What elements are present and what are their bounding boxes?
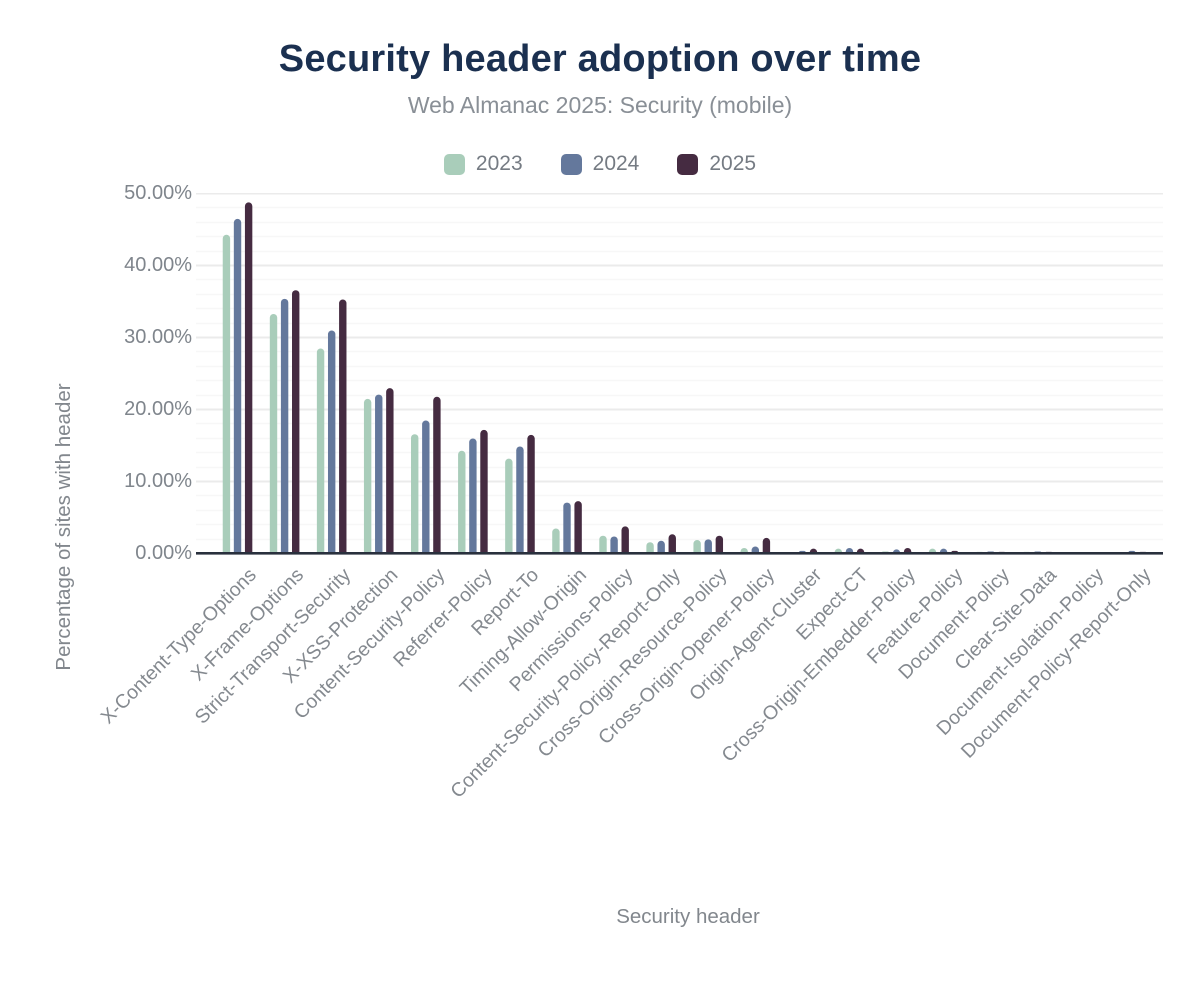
legend-label: 2025 bbox=[709, 152, 757, 175]
bar[interactable] bbox=[657, 540, 665, 561]
legend-swatch bbox=[443, 153, 465, 175]
bar[interactable] bbox=[233, 218, 242, 561]
bar[interactable] bbox=[422, 420, 430, 561]
legend-swatch bbox=[560, 153, 582, 175]
bar[interactable] bbox=[563, 502, 571, 561]
bar[interactable] bbox=[928, 548, 937, 561]
y-tick-label: 40.00% bbox=[124, 254, 192, 276]
bar[interactable] bbox=[892, 549, 901, 561]
bar[interactable] bbox=[552, 528, 560, 561]
y-axis-title: Percentage of sites with header bbox=[52, 383, 75, 671]
bar[interactable] bbox=[903, 547, 912, 561]
bar[interactable] bbox=[751, 546, 760, 561]
bar[interactable] bbox=[516, 446, 524, 561]
bar[interactable] bbox=[433, 396, 441, 561]
x-axis-title: Security header bbox=[616, 905, 760, 928]
bar[interactable] bbox=[809, 548, 818, 561]
bar[interactable] bbox=[222, 234, 231, 561]
bar[interactable] bbox=[386, 388, 394, 561]
chart-subtitle: Web Almanac 2025: Security (mobile) bbox=[407, 92, 793, 118]
legend-label: 2023 bbox=[475, 152, 523, 175]
bar[interactable] bbox=[469, 438, 477, 561]
bar[interactable] bbox=[621, 526, 629, 561]
bar[interactable] bbox=[292, 290, 300, 561]
y-tick-label: 10.00% bbox=[124, 470, 192, 492]
y-tick-label: 0.00% bbox=[135, 542, 192, 564]
bar[interactable] bbox=[244, 202, 253, 561]
chart-title: Security header adoption over time bbox=[278, 38, 922, 80]
y-tick-label: 20.00% bbox=[124, 398, 192, 420]
bar[interactable] bbox=[856, 548, 865, 561]
bar[interactable] bbox=[363, 398, 372, 561]
bar[interactable] bbox=[327, 330, 336, 561]
legend-item-2025[interactable]: 2025 bbox=[677, 152, 756, 176]
y-tick-label: 50.00% bbox=[124, 182, 192, 204]
bar[interactable] bbox=[375, 394, 383, 561]
bar[interactable] bbox=[280, 298, 289, 561]
bar[interactable] bbox=[668, 534, 676, 561]
bar[interactable] bbox=[693, 540, 701, 561]
plot-area bbox=[196, 193, 1163, 561]
y-tick-label: 30.00% bbox=[124, 326, 192, 348]
bar[interactable] bbox=[762, 537, 771, 561]
bar[interactable] bbox=[458, 450, 466, 561]
bar[interactable] bbox=[505, 458, 513, 561]
bar[interactable] bbox=[610, 536, 618, 561]
bar[interactable] bbox=[599, 535, 607, 561]
bar[interactable] bbox=[646, 542, 654, 561]
gridlines bbox=[196, 193, 1163, 541]
legend: 2023 2024 2025 bbox=[0, 152, 1200, 176]
bar[interactable] bbox=[740, 547, 748, 561]
bar[interactable] bbox=[411, 434, 419, 561]
bar[interactable] bbox=[834, 548, 843, 561]
bar[interactable] bbox=[527, 434, 535, 561]
bar[interactable] bbox=[845, 547, 854, 561]
bar[interactable] bbox=[339, 299, 347, 561]
legend-label: 2024 bbox=[592, 152, 640, 175]
legend-item-2024[interactable]: 2024 bbox=[560, 152, 640, 176]
legend-swatch bbox=[677, 153, 699, 175]
bar[interactable] bbox=[480, 429, 488, 561]
bar[interactable] bbox=[574, 501, 582, 561]
bar[interactable] bbox=[939, 548, 948, 561]
bar[interactable] bbox=[269, 313, 278, 561]
bar[interactable] bbox=[704, 539, 712, 561]
bar[interactable] bbox=[316, 348, 325, 561]
bar[interactable] bbox=[715, 535, 724, 561]
legend-item-2023[interactable]: 2023 bbox=[443, 152, 523, 176]
x-axis-line bbox=[196, 552, 1163, 555]
